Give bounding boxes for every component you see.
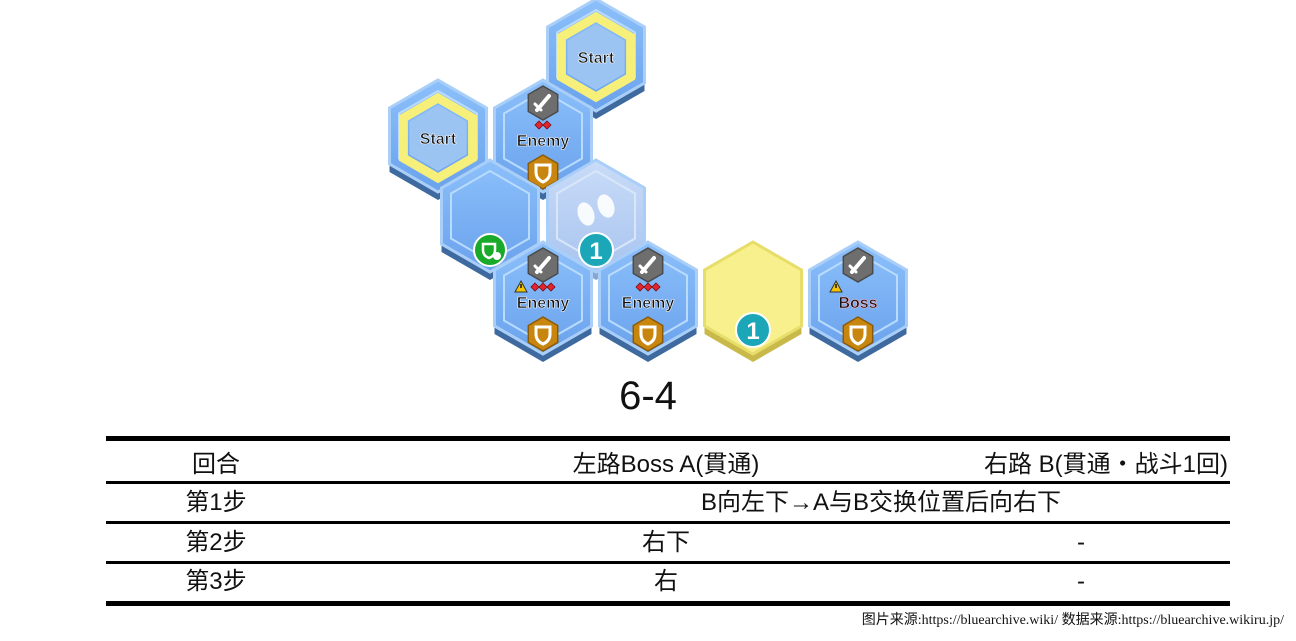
map-tile-enemy[interactable]: Enemy (493, 78, 593, 200)
shield-icon (842, 316, 874, 352)
map-tile-plain[interactable] (440, 158, 540, 280)
sword-icon (842, 247, 874, 283)
footprints-icon (577, 194, 615, 226)
map-tile-enemy[interactable]: Enemy (493, 240, 593, 362)
sword-icon (527, 247, 559, 283)
step-label: 第1步 (185, 489, 247, 516)
start-tile-label: Start (420, 131, 457, 148)
heal-shield-icon (473, 233, 507, 267)
boss-tile-label: Boss (838, 295, 877, 312)
sword-icon (527, 85, 559, 121)
shield-icon (632, 316, 664, 352)
enemy-tile-label: Enemy (517, 133, 570, 150)
warning-icon (829, 279, 843, 293)
step-label: 第3步 (185, 568, 247, 595)
danger-level-icon (635, 282, 661, 292)
map-tile-enemy[interactable]: Enemy (598, 240, 698, 362)
map-tile-yellow[interactable]: 1 (703, 240, 803, 362)
table-row: 第1步 B向左下→A与B交换位置后向右下 (106, 484, 1230, 522)
stage-title: 6-4 (619, 374, 677, 418)
sword-icon (632, 247, 664, 283)
table-row: 第2步 右下 - (106, 524, 1230, 562)
step-label: 第2步 (185, 529, 247, 556)
table-row: 第3步 右 - (106, 563, 1230, 601)
header-turn: 回合 (192, 451, 240, 478)
map-tile-warp[interactable]: 1 (546, 158, 646, 280)
start-tile-label: Start (578, 50, 615, 67)
table-bottom-rule (106, 601, 1230, 606)
enemy-tile-label: Enemy (517, 295, 570, 312)
shield-icon (527, 316, 559, 352)
map-tile-start[interactable]: Start (388, 78, 488, 200)
left-route-move: 右 (654, 568, 678, 595)
shield-icon (527, 154, 559, 190)
map-tile-start[interactable]: Start (546, 0, 646, 119)
turn-badge: 1 (578, 232, 614, 268)
turn-badge: 1 (735, 312, 771, 348)
danger-level-icon (534, 120, 552, 130)
table-row-rule (106, 521, 1230, 524)
table-top-rule (106, 436, 1230, 441)
header-left-route: 左路Boss A(貫通) (572, 451, 760, 478)
left-route-move: 右下 (642, 529, 690, 556)
step-merged-instruction: B向左下→A与B交换位置后向右下 (700, 489, 1062, 516)
right-route-move: - (1077, 568, 1085, 595)
warning-icon (514, 279, 528, 293)
header-right-route: 右路 B(貫通・战斗1回) (983, 451, 1228, 478)
map-tile-boss[interactable]: Boss (808, 240, 908, 362)
stage-map: Start Start Enemy 1 Enemy Enemy 1 Boss (388, 0, 908, 362)
danger-level-icon (530, 282, 556, 292)
enemy-tile-label: Enemy (622, 295, 675, 312)
table-header-row: 回合 左路Boss A(貫通) 右路 B(貫通・战斗1回) (106, 446, 1230, 484)
table-header-rule (106, 481, 1230, 484)
source-credits: 图片来源:https://bluearchive.wiki/ 数据来源:http… (861, 613, 1284, 628)
right-route-move: - (1077, 529, 1085, 556)
turn-badge-label: 1 (589, 238, 602, 265)
table-row-rule (106, 561, 1230, 564)
turn-badge-label: 1 (746, 318, 759, 345)
